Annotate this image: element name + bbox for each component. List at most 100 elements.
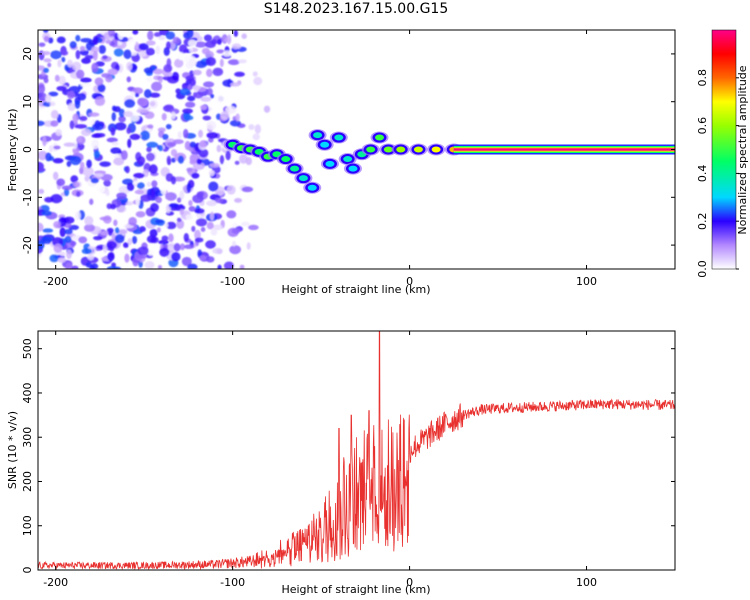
spectrogram-ridge-core — [313, 132, 323, 139]
spectrogram-noise-blob — [116, 192, 127, 200]
spectrogram-noise-blob — [189, 47, 194, 53]
spectrogram-noise-blob — [97, 83, 106, 93]
spectrogram-noise-blob — [90, 177, 99, 184]
spectrogram-noise-blob — [205, 240, 216, 249]
spectrogram-noise-blob — [132, 30, 139, 35]
spectrogram-noise-blob — [75, 124, 88, 129]
snr-x-axis: -200 -100 0 100 — [43, 331, 597, 589]
spectrogram-noise-blob — [174, 58, 184, 68]
spectrogram-noise-blob — [227, 59, 240, 66]
spectrogram-noise-blob — [87, 254, 95, 261]
spectrogram-noise-blob — [162, 133, 169, 141]
spectrogram-noise-blob — [123, 110, 134, 117]
spectrogram-noise-blob — [85, 262, 93, 268]
spectrogram-noise-blob — [123, 49, 132, 60]
spectrogram-noise-blob — [136, 108, 149, 114]
spectrogram-noise-blob — [222, 50, 232, 57]
spectrogram-noise-blob — [168, 203, 179, 208]
spectrogram-ridge-core — [320, 141, 330, 148]
spectrogram-noise-blob — [177, 155, 185, 164]
spectrogram-noise — [38, 30, 271, 269]
spectrogram-noise-blob — [135, 211, 146, 218]
spectrogram-noise-blob — [67, 59, 73, 68]
spectrogram-noise-blob — [187, 95, 196, 102]
spectrogram-noise-blob — [71, 265, 79, 269]
snr-y-tick-label: 500 — [21, 338, 34, 359]
spectrogram-noise-blob — [254, 124, 262, 134]
spectrogram-noise-blob — [92, 50, 98, 61]
snr-y-tick-label: 200 — [21, 471, 34, 492]
spectrogram-noise-blob — [72, 61, 82, 71]
spectrogram-noise-blob — [43, 35, 50, 43]
spectrogram-noise-blob — [59, 227, 66, 238]
spectrogram-noise-blob — [151, 66, 156, 71]
spectrogram-noise-blob — [130, 91, 136, 97]
spectrogram-noise-blob — [166, 41, 171, 50]
spectrogram-noise-blob — [155, 219, 164, 224]
spectrogram-noise-blob — [102, 55, 108, 60]
spectrogram-noise-blob — [191, 80, 196, 87]
spectrogram-noise-blob — [89, 198, 94, 205]
spectrogram-noise-blob — [98, 44, 106, 54]
spectrogram-noise-blob — [91, 62, 99, 73]
spectrogram-noise-blob — [38, 150, 48, 161]
spectrogram-y-tick-label: -20 — [21, 236, 34, 254]
spectrogram-noise-blob — [133, 172, 145, 179]
spectrogram-noise-blob — [105, 39, 112, 44]
spectrogram-noise-blob — [229, 245, 242, 255]
spectrogram-x-axis-label: Height of straight line (km) — [281, 283, 430, 296]
spectrogram-noise-blob — [67, 102, 76, 112]
spectrogram-noise-blob — [137, 97, 149, 107]
spectrogram-noise-blob — [66, 160, 72, 167]
spectrogram-noise-blob — [234, 198, 243, 203]
spectrogram-noise-blob — [114, 233, 125, 244]
spectrogram-noise-blob — [138, 254, 147, 259]
spectrogram-ridge-core — [298, 175, 308, 182]
snr-y-tick-label: 100 — [21, 515, 34, 536]
spectrogram-noise-blob — [84, 175, 91, 182]
spectrogram-noise-blob — [110, 147, 122, 154]
spectrogram-noise-blob — [218, 161, 228, 171]
spectrogram-noise-blob — [125, 201, 134, 206]
spectrogram-noise-blob — [79, 115, 88, 122]
spectrogram-noise-blob — [194, 41, 207, 48]
spectrogram-noise-blob — [113, 106, 121, 113]
spectrogram-noise-blob — [147, 30, 154, 41]
spectrogram-noise-blob — [74, 210, 81, 221]
colorbar-tick-label: 0.0 — [696, 260, 709, 278]
spectrogram-noise-blob — [106, 241, 118, 249]
snr-frame — [37, 330, 676, 571]
spectrogram-noise-blob — [206, 120, 217, 131]
spectrogram-noise-blob — [150, 55, 163, 61]
spectrogram-noise-blob — [72, 181, 81, 188]
spectrogram-noise-blob — [114, 122, 127, 131]
spectrogram-noise-blob — [239, 264, 245, 269]
spectrogram-noise-blob — [53, 220, 61, 229]
spectrogram-noise-blob — [191, 225, 196, 232]
spectrogram-noise-blob — [205, 56, 217, 66]
spectrogram-noise-blob — [91, 46, 100, 53]
spectrogram-noise-blob — [42, 101, 52, 107]
spectrogram-noise-blob — [188, 200, 193, 207]
spectrogram-noise-blob — [196, 191, 205, 197]
spectrogram-noise-blob — [53, 243, 63, 253]
spectrogram-noise-blob — [206, 68, 213, 78]
spectrogram-noise-blob — [198, 148, 209, 158]
spectrogram-noise-blob — [84, 216, 94, 226]
spectrogram-noise-blob — [45, 152, 52, 162]
spectrogram-noise-blob — [149, 92, 161, 98]
spectrogram-noise-blob — [144, 111, 155, 119]
spectrogram-noise-blob — [138, 43, 149, 51]
spectrogram-noise-blob — [206, 88, 213, 96]
spectrogram-noise-blob — [234, 71, 245, 77]
spectrogram-noise-blob — [106, 266, 118, 269]
spectrogram-noise-blob — [171, 71, 179, 81]
spectrogram-noise-blob — [74, 100, 81, 109]
spectrogram-noise-blob — [139, 226, 146, 233]
spectrogram-noise-blob — [93, 173, 104, 178]
spectrogram-noise-blob — [50, 120, 59, 127]
snr-y-axis-label: SNR (10 * v/v) — [6, 411, 19, 489]
colorbar: 0.0 0.2 0.4 0.6 0.8 Normalized spectral ampl… — [696, 29, 749, 278]
spectrogram-noise-blob — [58, 75, 66, 85]
